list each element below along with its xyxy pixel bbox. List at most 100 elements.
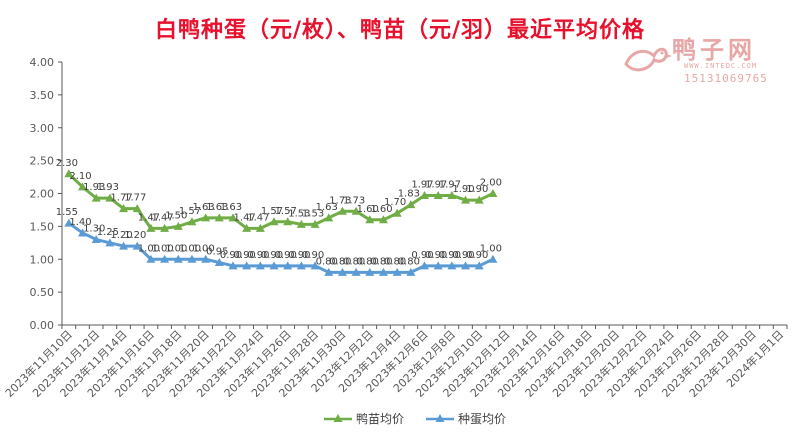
- data-point-1: [132, 241, 142, 250]
- data-label-0: 1.77: [110, 193, 132, 204]
- data-point-1: [283, 261, 293, 270]
- data-label-1: 0.90: [247, 250, 269, 261]
- legend-duckling-marker-icon: [324, 413, 352, 422]
- data-label-1: 0.80: [329, 256, 351, 267]
- data-point-0: [255, 223, 265, 232]
- legend-label-duckling: 鸭苗均价: [356, 412, 405, 426]
- y-tick-label: 2.50: [30, 155, 55, 168]
- data-point-0: [296, 219, 306, 228]
- data-label-0: 1.47: [138, 212, 160, 223]
- data-point-1: [242, 261, 252, 270]
- data-point-1: [447, 261, 457, 270]
- data-point-0: [324, 213, 334, 222]
- data-label-1: 1.20: [124, 230, 146, 241]
- data-point-0: [242, 223, 252, 232]
- data-point-1: [214, 258, 224, 267]
- data-label-0: 2.30: [56, 158, 78, 169]
- data-label-0: 1.63: [316, 202, 338, 213]
- y-tick-label: 3.00: [30, 122, 55, 135]
- data-label-0: 2.10: [69, 171, 91, 182]
- watermark-phone: 15131069765: [684, 72, 768, 85]
- data-label-0: 1.93: [83, 182, 105, 193]
- data-label-1: 0.90: [302, 250, 324, 261]
- data-label-0: 1.83: [398, 189, 420, 200]
- watermark-url: WWW.INTEDC.COM: [684, 62, 758, 70]
- data-point-1: [365, 267, 375, 276]
- data-point-1: [228, 261, 238, 270]
- data-point-1: [187, 254, 197, 263]
- data-point-1: [119, 241, 129, 250]
- data-label-0: 1.53: [288, 208, 310, 219]
- data-label-1: 1.00: [480, 243, 502, 254]
- data-label-0: 1.97: [439, 179, 461, 190]
- data-point-0: [201, 213, 211, 222]
- chart-title: 白鸭种蛋（元/枚）、鸭苗（元/羽）最近平均价格: [154, 18, 646, 43]
- duck-logo-icon: [624, 47, 672, 72]
- data-point-0: [406, 200, 416, 209]
- data-label-0: 1.90: [466, 184, 488, 195]
- legend-item-egg: 种蛋均价: [426, 410, 506, 427]
- data-point-0: [447, 190, 457, 199]
- data-point-0: [461, 195, 471, 204]
- legend-egg-marker-icon: [426, 413, 455, 422]
- data-label-1: 0.90: [425, 250, 447, 261]
- data-label-1: 1.00: [179, 243, 201, 254]
- data-label-1: 0.90: [275, 250, 297, 261]
- watermark-brand: 鸭子网: [672, 36, 756, 64]
- legend: 鸭苗均价 种蛋均价: [324, 410, 506, 427]
- data-point-1: [105, 238, 115, 247]
- data-point-0: [91, 193, 101, 202]
- y-tick-label: 4.00: [30, 56, 55, 69]
- data-label-1: 0.80: [316, 256, 338, 267]
- data-point-0: [283, 217, 293, 226]
- data-point-0: [365, 215, 375, 224]
- data-point-0: [160, 223, 170, 232]
- y-tick-label: 0.50: [30, 286, 55, 299]
- data-point-1: [337, 267, 347, 276]
- data-label-1: 0.95: [206, 247, 228, 258]
- data-label-0: 1.47: [151, 212, 173, 223]
- data-point-1: [201, 254, 211, 263]
- data-point-1: [160, 254, 170, 263]
- y-tick-label: 3.50: [30, 89, 55, 102]
- data-label-0: 1.63: [206, 202, 228, 213]
- data-point-0: [78, 182, 88, 191]
- y-tick-label: 0.00: [30, 319, 55, 332]
- data-point-0: [132, 204, 142, 213]
- data-label-1: 1.00: [192, 243, 214, 254]
- data-point-1: [324, 267, 334, 276]
- data-label-0: 1.63: [192, 202, 214, 213]
- data-point-1: [64, 218, 74, 227]
- data-label-0: 1.90: [452, 184, 474, 195]
- data-point-1: [310, 261, 320, 270]
- data-label-0: 1.60: [370, 204, 392, 215]
- data-point-1: [488, 254, 498, 263]
- data-label-0: 1.53: [302, 208, 324, 219]
- legend-label-egg: 种蛋均价: [458, 412, 507, 426]
- data-label-1: 0.90: [261, 250, 283, 261]
- legend-item-duckling: 鸭苗均价: [324, 410, 404, 427]
- data-point-1: [173, 254, 183, 263]
- data-label-0: 1.57: [179, 206, 201, 217]
- y-tick-label: 2.00: [30, 188, 55, 201]
- data-point-0: [310, 219, 320, 228]
- data-label-1: 0.80: [384, 256, 406, 267]
- data-point-0: [228, 213, 238, 222]
- data-label-0: 1.70: [384, 197, 406, 208]
- data-label-0: 1.97: [425, 179, 447, 190]
- data-label-1: 1.00: [151, 243, 173, 254]
- data-point-0: [146, 223, 156, 232]
- data-label-1: 1.00: [138, 243, 160, 254]
- data-label-0: 1.63: [220, 202, 242, 213]
- data-label-1: 1.25: [97, 227, 119, 238]
- data-label-0: 2.00: [480, 178, 502, 189]
- data-point-0: [337, 206, 347, 215]
- data-label-0: 1.60: [357, 204, 379, 215]
- data-label-0: 1.73: [329, 195, 351, 206]
- data-label-1: 0.90: [466, 250, 488, 261]
- data-label-1: 0.90: [452, 250, 474, 261]
- data-point-1: [78, 228, 88, 237]
- data-point-1: [461, 261, 471, 270]
- data-label-1: 0.80: [370, 256, 392, 267]
- data-point-1: [433, 261, 443, 270]
